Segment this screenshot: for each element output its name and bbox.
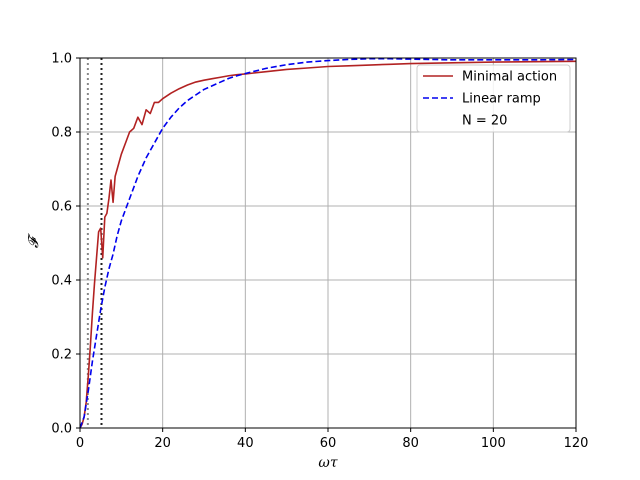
y-tick-label: 0.2 (51, 348, 72, 363)
x-tick-label: 80 (402, 436, 419, 451)
y-tick-label: 1.0 (51, 52, 72, 67)
x-tick-label: 40 (237, 436, 254, 451)
legend-note: N = 20 (462, 114, 507, 129)
legend-label: Linear ramp (462, 92, 541, 107)
x-tick-label: 100 (481, 436, 506, 451)
series-line-linear-ramp (79, 57, 577, 429)
axis-ticks: 0 20 40 60 80 100 120 0.0 0.2 0.4 0.6 0.8 1.0 (51, 52, 588, 452)
series-group (79, 57, 577, 429)
y-tick-label: 0.6 (51, 200, 72, 215)
x-tick-label: 20 (154, 436, 171, 451)
x-tick-label: 60 (320, 436, 337, 451)
y-tick-label: 0.4 (51, 274, 72, 289)
y-tick-label: 0.8 (51, 126, 72, 141)
x-axis-label: ωτ (318, 455, 337, 471)
legend: Minimal action Linear ramp N = 20 (416, 64, 571, 133)
series-line-minimal-action (79, 60, 577, 429)
legend-box (416, 64, 571, 133)
y-tick-label: 0.0 (51, 422, 72, 437)
x-tick-label: 120 (564, 436, 589, 451)
legend-label: Minimal action (462, 70, 557, 85)
x-tick-label: 0 (76, 436, 84, 451)
